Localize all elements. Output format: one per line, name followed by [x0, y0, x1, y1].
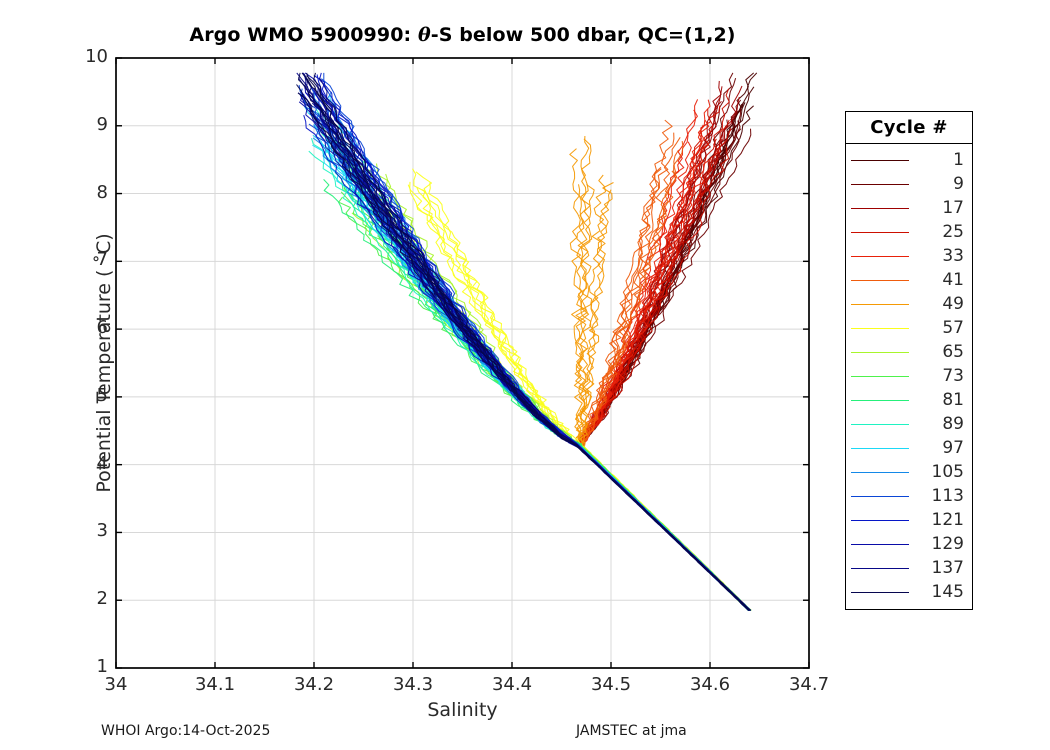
legend-color-swatch: [851, 519, 909, 521]
legend-item-label: 1: [953, 149, 964, 170]
legend-item[interactable]: 1: [846, 148, 972, 172]
legend-color-swatch: [851, 183, 909, 185]
legend-color-swatch: [851, 351, 909, 353]
legend-item-label: 33: [942, 245, 964, 266]
legend-item[interactable]: 73: [846, 364, 972, 388]
legend-item-label: 41: [942, 269, 964, 290]
legend-item[interactable]: 17: [846, 196, 972, 220]
legend-item-label: 113: [931, 485, 964, 506]
legend-color-swatch: [851, 231, 909, 233]
x-tick-label: 34.5: [590, 674, 632, 695]
legend-color-swatch: [851, 567, 909, 569]
legend-item[interactable]: 9: [846, 172, 972, 196]
y-tick-label: 1: [96, 656, 108, 677]
x-tick-label: 34.7: [788, 674, 830, 695]
y-axis-label: Potential Temperature ( ˚C): [93, 233, 115, 493]
legend-color-swatch: [851, 255, 909, 257]
chart-title: Argo WMO 5900990: θ-S below 500 dbar, QC…: [116, 24, 809, 46]
legend-title: Cycle #: [846, 112, 972, 144]
legend-item-label: 121: [931, 509, 964, 530]
y-tick-label: 6: [96, 317, 108, 339]
legend-color-swatch: [851, 159, 909, 161]
legend-item-label: 65: [942, 341, 964, 362]
legend-item[interactable]: 65: [846, 340, 972, 364]
theta-symbol: θ: [417, 24, 431, 46]
legend-item-label: 137: [931, 557, 964, 578]
legend-item-label: 17: [942, 197, 964, 218]
legend-item[interactable]: 81: [846, 388, 972, 412]
legend-item[interactable]: 41: [846, 268, 972, 292]
x-tick-label: 34.1: [194, 674, 236, 695]
legend-item[interactable]: 25: [846, 220, 972, 244]
legend-color-swatch: [851, 495, 909, 497]
legend-color-swatch: [851, 375, 909, 377]
legend-item-label: 57: [942, 317, 964, 338]
x-tick-label: 34.4: [491, 674, 533, 695]
profile-curves: [296, 72, 758, 611]
legend-item-label: 25: [942, 221, 964, 242]
legend-item[interactable]: 49: [846, 292, 972, 316]
legend-item-label: 9: [953, 173, 964, 194]
y-tick-label: 7: [96, 249, 108, 271]
legend-item[interactable]: 105: [846, 460, 972, 484]
legend-item-label: 49: [942, 293, 964, 314]
legend-entries: 1 9 17 25 33 41 49 57 65 73 81 89 97 105 113 121 129 137 1…: [846, 144, 972, 609]
legend-item-label: 81: [942, 389, 964, 410]
y-tick-label: 3: [96, 520, 108, 542]
legend-item[interactable]: 97: [846, 436, 972, 460]
legend-color-swatch: [851, 423, 909, 425]
legend-color-swatch: [851, 591, 909, 593]
legend-color-swatch: [851, 207, 909, 209]
y-tick-label: 2: [96, 588, 108, 610]
legend-item-label: 105: [931, 461, 964, 482]
legend-color-swatch: [851, 399, 909, 401]
y-tick-label: 4: [96, 452, 108, 474]
y-tick-label: 9: [96, 113, 108, 135]
legend-item-label: 145: [931, 581, 964, 602]
chart-title-prefix: Argo WMO 5900990:: [189, 24, 418, 46]
legend-color-swatch: [851, 303, 909, 305]
legend-item[interactable]: 137: [846, 556, 972, 580]
axis-tick-marks: [115, 57, 810, 669]
legend-color-swatch: [851, 447, 909, 449]
legend: Cycle # 1 9 17 25 33 41 49 57 65 73 81 89 97 105 113 12…: [845, 111, 973, 610]
plot-frame: [115, 57, 810, 669]
x-tick-label: 34.2: [293, 674, 335, 695]
legend-item[interactable]: 89: [846, 412, 972, 436]
y-tick-label: 10: [85, 46, 108, 67]
footer-source-left: WHOI Argo:14-Oct-2025: [101, 723, 271, 739]
legend-item-label: 89: [942, 413, 964, 434]
legend-color-swatch: [851, 279, 909, 281]
legend-color-swatch: [851, 327, 909, 329]
x-tick-label: 34.3: [392, 674, 434, 695]
x-axis-label: Salinity: [427, 699, 498, 721]
legend-item-label: 129: [931, 533, 964, 554]
footer-source-right: JAMSTEC at jma: [576, 723, 687, 739]
chart-title-suffix: -S below 500 dbar, QC=(1,2): [430, 24, 736, 46]
legend-item-label: 73: [942, 365, 964, 386]
y-tick-label: 8: [96, 181, 108, 203]
x-tick-label: 34: [104, 674, 128, 695]
legend-item[interactable]: 129: [846, 532, 972, 556]
legend-item[interactable]: 145: [846, 580, 972, 604]
legend-color-swatch: [851, 471, 909, 473]
legend-item[interactable]: 33: [846, 244, 972, 268]
legend-item[interactable]: 113: [846, 484, 972, 508]
legend-item-label: 97: [942, 437, 964, 458]
x-tick-label: 34.6: [689, 674, 731, 695]
legend-color-swatch: [851, 543, 909, 545]
legend-item[interactable]: 57: [846, 316, 972, 340]
y-tick-label: 5: [96, 384, 108, 406]
legend-item[interactable]: 121: [846, 508, 972, 532]
